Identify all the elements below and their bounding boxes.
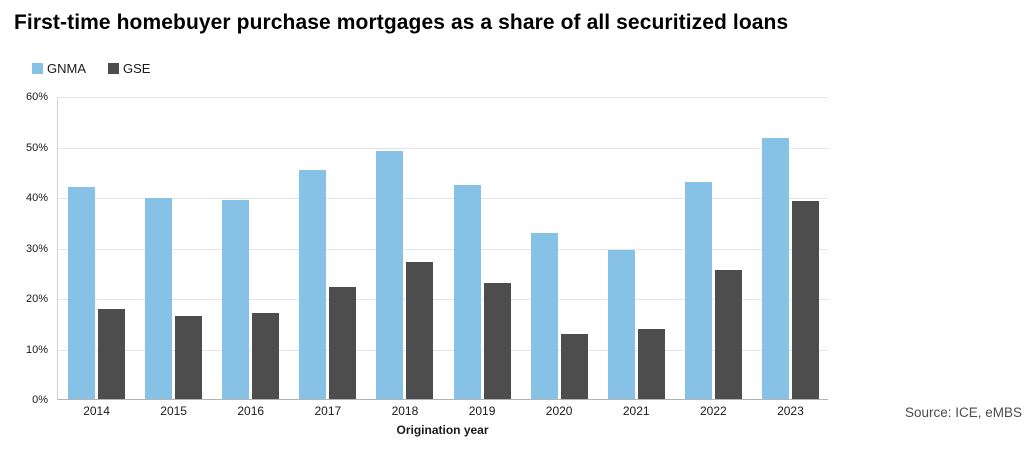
- legend-item-gnma: GNMA: [32, 61, 86, 76]
- x-axis-tick-label: 2023: [777, 404, 804, 418]
- bar-gnma-2017: [299, 169, 327, 399]
- bar-group-2017: 2017: [289, 97, 366, 418]
- bar-group-2022: 2022: [675, 97, 752, 418]
- legend-label-gse: GSE: [123, 61, 151, 76]
- gridline: [58, 248, 828, 250]
- x-axis-tick-label: 2015: [160, 404, 187, 418]
- x-axis-tick-label: 2021: [622, 404, 650, 418]
- gridline: [58, 299, 828, 300]
- x-axis-tick-label: 2014: [83, 404, 110, 418]
- bar-group-2015: 2015: [135, 97, 212, 418]
- x-axis-tick-label: 2018: [391, 404, 419, 418]
- plot-area: 2014 2015 2016 2017 2018 2019 2020 2021 2022 2023: [57, 97, 829, 418]
- legend: GNMA GSE: [32, 61, 150, 76]
- bar-group-2023: 2023: [752, 97, 829, 418]
- bar-gnma-2020: [530, 232, 558, 399]
- bar-gse-2021: [637, 328, 665, 399]
- gridline: [58, 97, 828, 98]
- bar-group-2014: 2014: [58, 97, 135, 418]
- bar-gnma-2014: [68, 187, 96, 399]
- x-axis-tick-label: 2017: [314, 404, 342, 418]
- bar-gse-2019: [483, 282, 511, 399]
- x-axis-title: Origination year: [396, 423, 489, 437]
- bar-gnma-2023: [761, 138, 789, 399]
- bar-group-2016: 2016: [212, 97, 289, 418]
- bar-gse-2022: [714, 270, 742, 399]
- bar-gse-2023: [791, 201, 819, 399]
- bar-group-2018: 2018: [366, 97, 443, 418]
- legend-swatch-gnma-icon: [32, 63, 43, 74]
- gridline: [58, 349, 828, 351]
- legend-label-gnma: GNMA: [47, 61, 86, 76]
- bar-gse-2015: [175, 316, 203, 399]
- x-axis-tick-label: 2016: [237, 404, 265, 418]
- source-note: Source: ICE, eMBS: [904, 405, 1022, 420]
- bar-gse-2014: [98, 309, 126, 399]
- x-axis-tick-label: 2022: [699, 404, 727, 418]
- bar-gse-2018: [406, 261, 434, 399]
- gridline: [58, 198, 828, 199]
- x-axis-tick-label: 2019: [468, 404, 496, 418]
- x-axis-tick-label: 2020: [545, 404, 573, 418]
- bar-group-2021: 2021: [598, 97, 675, 418]
- bar-gse-2020: [560, 333, 588, 399]
- bar-group-2020: 2020: [521, 97, 598, 418]
- legend-item-gse: GSE: [108, 61, 150, 76]
- gridline: [58, 147, 828, 149]
- bar-gnma-2018: [376, 150, 404, 399]
- bar-gnma-2019: [453, 185, 481, 399]
- bar-gse-2017: [329, 286, 357, 399]
- bar-gnma-2015: [145, 197, 173, 399]
- bar-gnma-2016: [222, 199, 250, 399]
- legend-swatch-gse-icon: [108, 63, 119, 74]
- bar-gnma-2022: [684, 181, 712, 399]
- bar-group-2019: 2019: [444, 97, 521, 418]
- chart-title: First-time homebuyer purchase mortgages …: [14, 11, 789, 34]
- bar-gnma-2021: [607, 250, 635, 399]
- bar-gse-2016: [252, 313, 280, 399]
